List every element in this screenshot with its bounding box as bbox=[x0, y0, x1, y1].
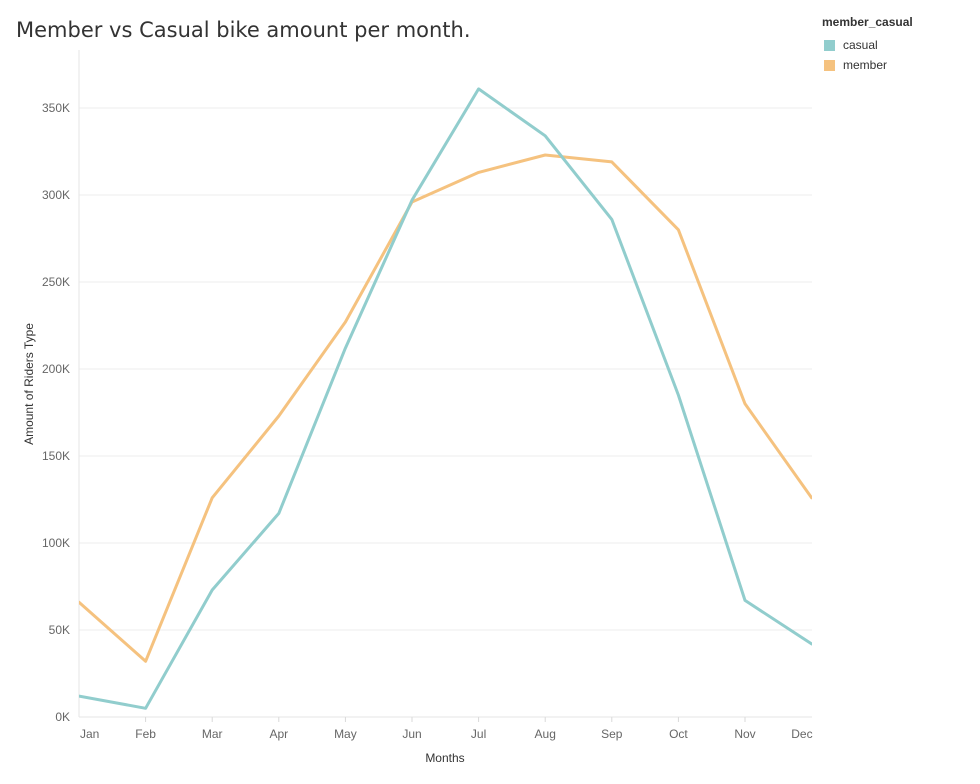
legend-swatch-member bbox=[824, 59, 835, 71]
legend-label-casual: casual bbox=[843, 38, 878, 52]
y-tick-label: 100K bbox=[42, 536, 70, 550]
y-axis: 0K 50K 100K 150K 200K 250K 300K 350K bbox=[42, 50, 80, 724]
x-tick-label: Aug bbox=[535, 727, 556, 741]
y-tick-label: 200K bbox=[42, 362, 70, 376]
legend-label-member: member bbox=[843, 58, 888, 72]
x-tick-label: Oct bbox=[669, 727, 688, 741]
series-group bbox=[79, 87, 812, 710]
legend: member_casual casual member bbox=[822, 15, 913, 75]
x-tick-label: May bbox=[334, 727, 357, 741]
x-tick-label: Mar bbox=[202, 727, 223, 741]
x-tick-label: Sep bbox=[601, 727, 623, 741]
legend-swatch-casual bbox=[824, 39, 835, 51]
chart-title: Member vs Casual bike amount per month. bbox=[16, 18, 471, 42]
y-tick-label: 150K bbox=[42, 449, 70, 463]
y-tick-label: 350K bbox=[42, 101, 70, 115]
series-line-casual[interactable] bbox=[79, 87, 812, 710]
x-tick-label: Jul bbox=[471, 727, 486, 741]
y-axis-title: Amount of Riders Type bbox=[22, 323, 36, 445]
legend-item-casual[interactable]: casual bbox=[822, 35, 913, 55]
x-tick-label: Nov bbox=[734, 727, 755, 741]
x-tick-label: Jan bbox=[80, 727, 99, 741]
legend-item-member[interactable]: member bbox=[822, 55, 913, 75]
y-tick-label: 0K bbox=[55, 710, 70, 724]
y-tick-label: 250K bbox=[42, 275, 70, 289]
x-tick-label: Dec bbox=[791, 727, 812, 741]
x-tick-label: Feb bbox=[135, 727, 156, 741]
x-axis: Jan Feb Mar Apr May Jun Jul Aug Sep Oct Nov Dec bbox=[79, 716, 813, 741]
y-tick-label: 300K bbox=[42, 188, 70, 202]
y-tick-label: 50K bbox=[49, 623, 70, 637]
legend-title: member_casual bbox=[822, 15, 913, 29]
x-axis-title: Months bbox=[425, 751, 464, 765]
series-line-member[interactable] bbox=[79, 153, 812, 663]
gridlines bbox=[79, 107, 812, 631]
x-tick-label: Apr bbox=[269, 727, 288, 741]
x-tick-label: Jun bbox=[402, 727, 421, 741]
